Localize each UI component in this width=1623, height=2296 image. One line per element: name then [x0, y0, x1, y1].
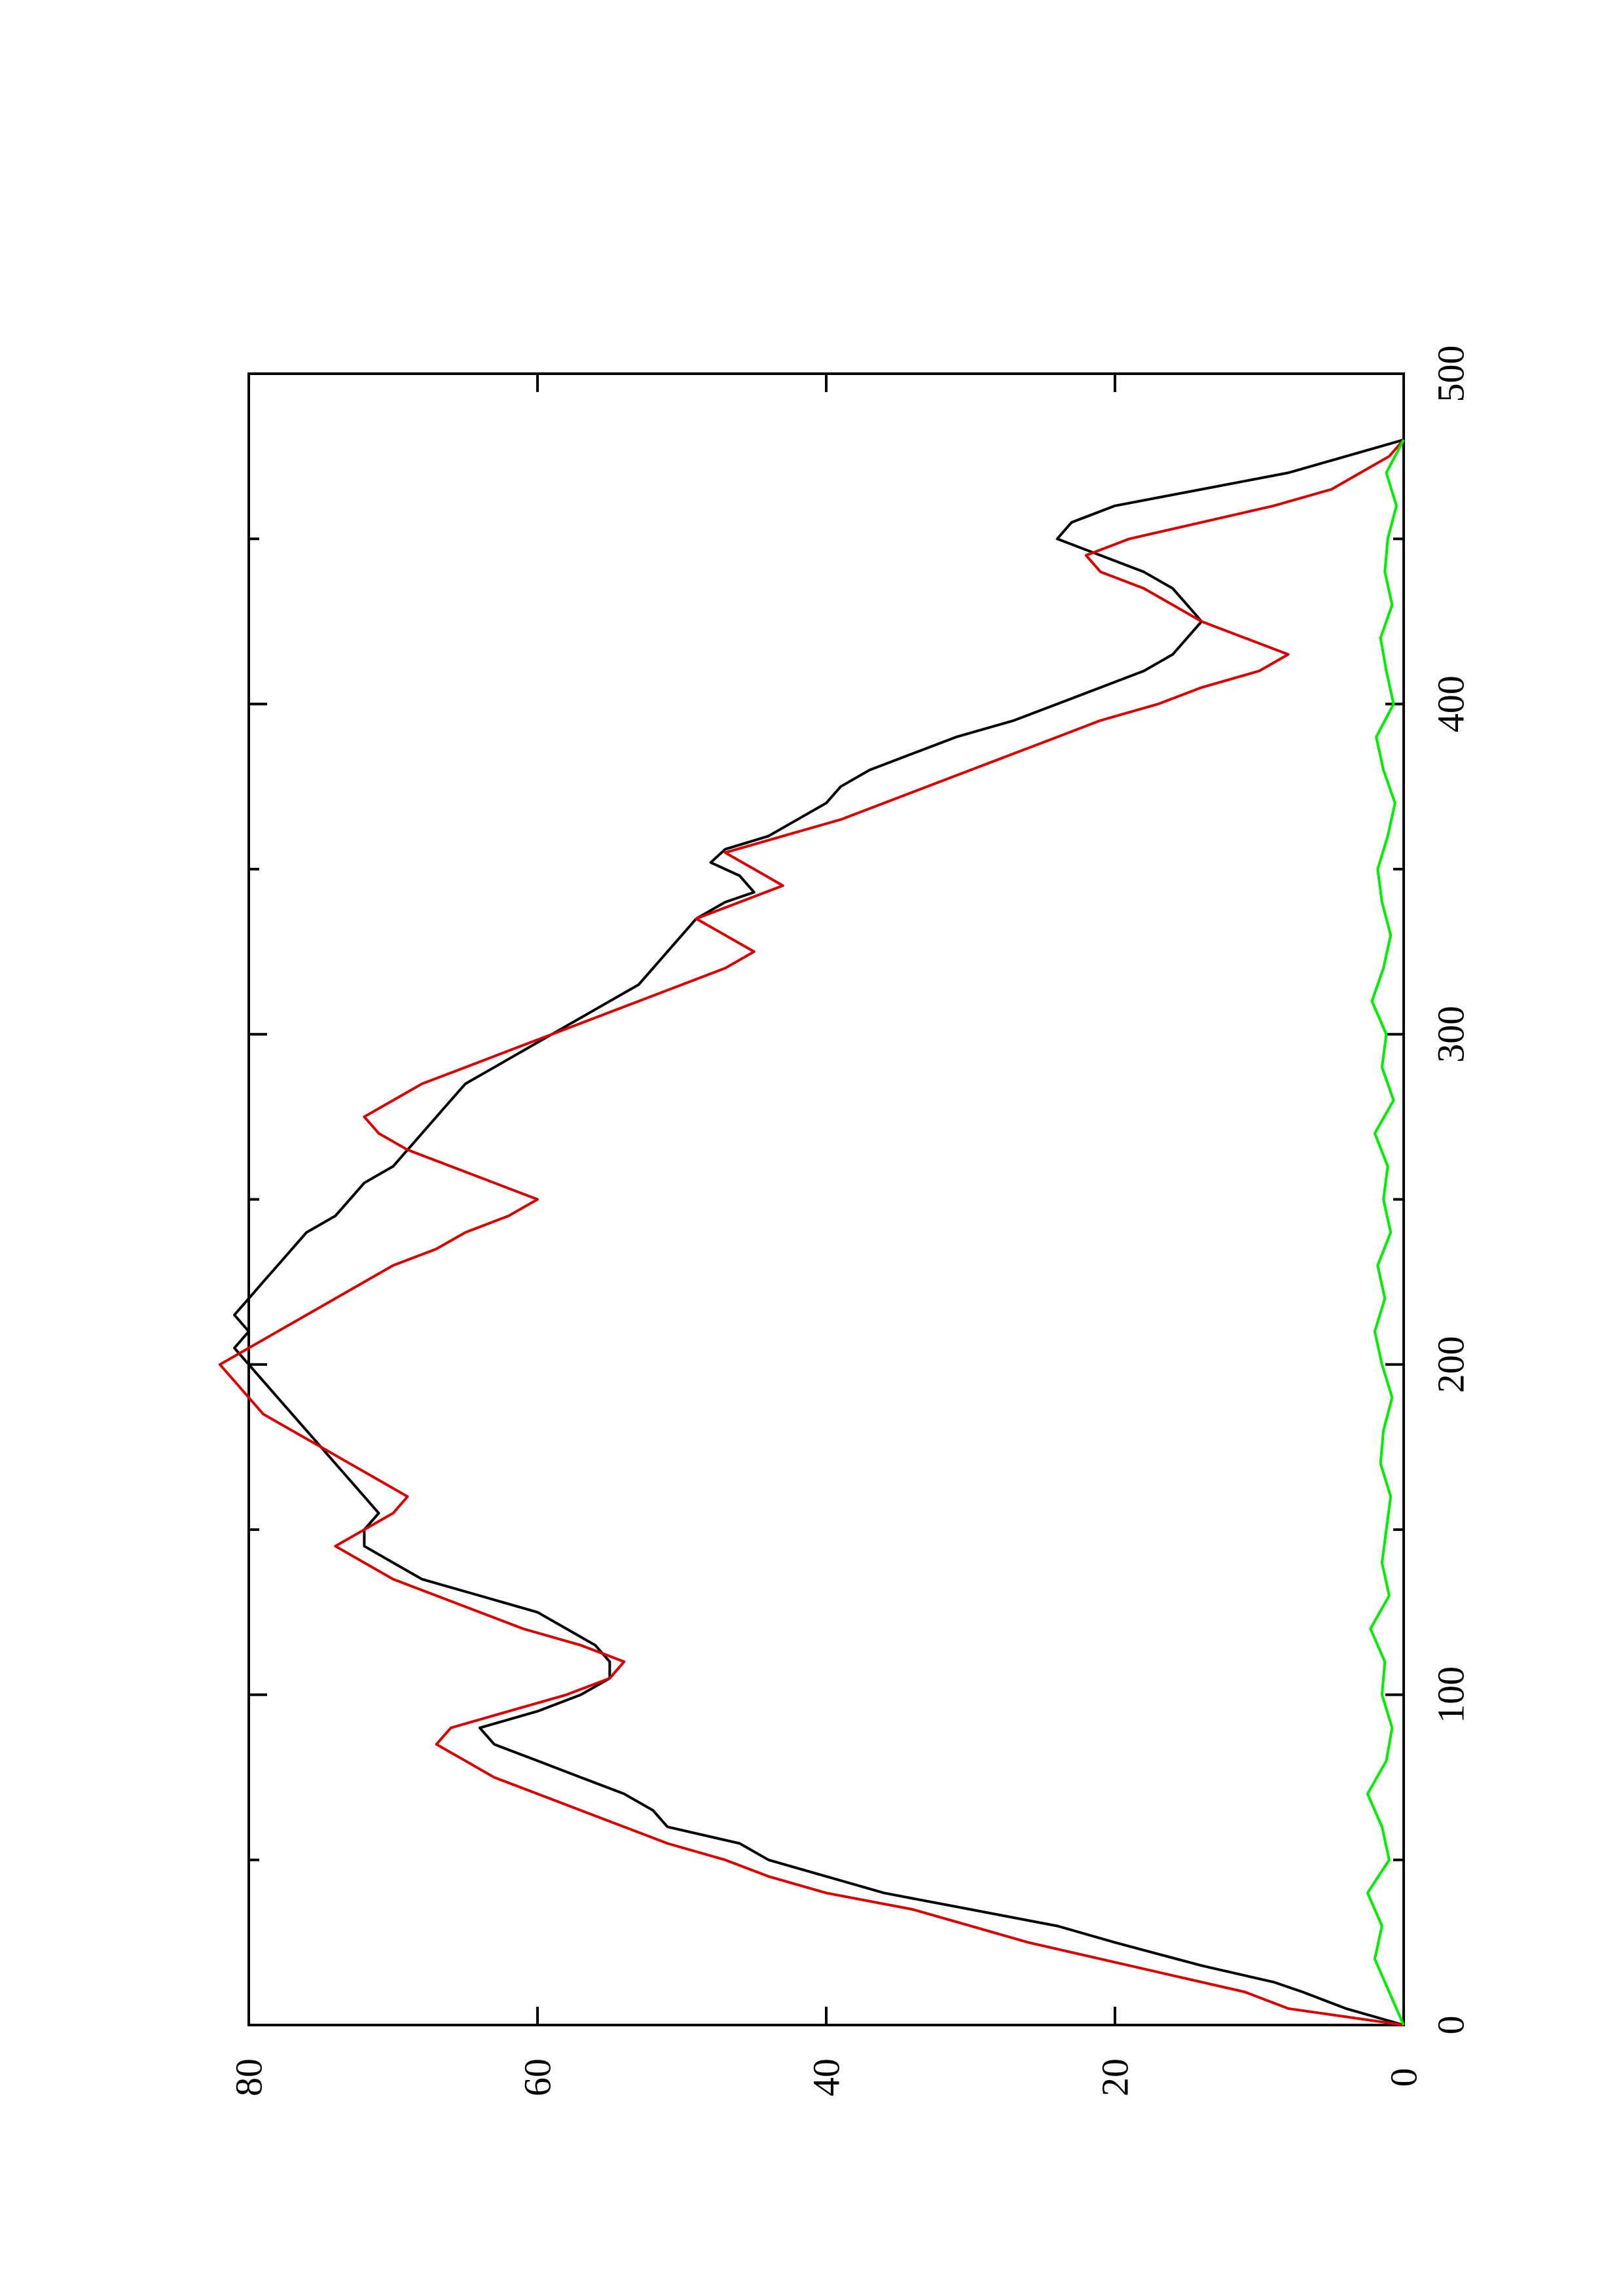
x-tick-label: 400 — [1430, 675, 1472, 732]
x-tick-label: 200 — [1430, 1336, 1472, 1393]
y-tick-label: 60 — [517, 2058, 559, 2096]
x-tick-label: 0 — [1430, 2016, 1472, 2035]
series-line-3 — [1366, 439, 1405, 2026]
x-tick-label: 300 — [1430, 1006, 1472, 1063]
series-lines — [218, 438, 1405, 2026]
x-tick-label: 100 — [1430, 1666, 1472, 1723]
plot-frame — [247, 372, 1405, 2026]
series-line-1 — [233, 438, 1404, 2026]
x-tick-label: 500 — [1430, 346, 1472, 403]
y-tick-label: 20 — [1094, 2058, 1137, 2096]
axis-tick-labels: 0 100 200 300 400 500 0 20 40 60 80 — [228, 346, 1472, 2097]
y-tick-label: 0 — [1383, 2068, 1425, 2087]
series-line-2 — [218, 439, 1405, 2026]
axis-ticks — [247, 372, 1405, 2026]
y-tick-label: 40 — [805, 2058, 848, 2096]
y-tick-label: 80 — [228, 2058, 270, 2096]
